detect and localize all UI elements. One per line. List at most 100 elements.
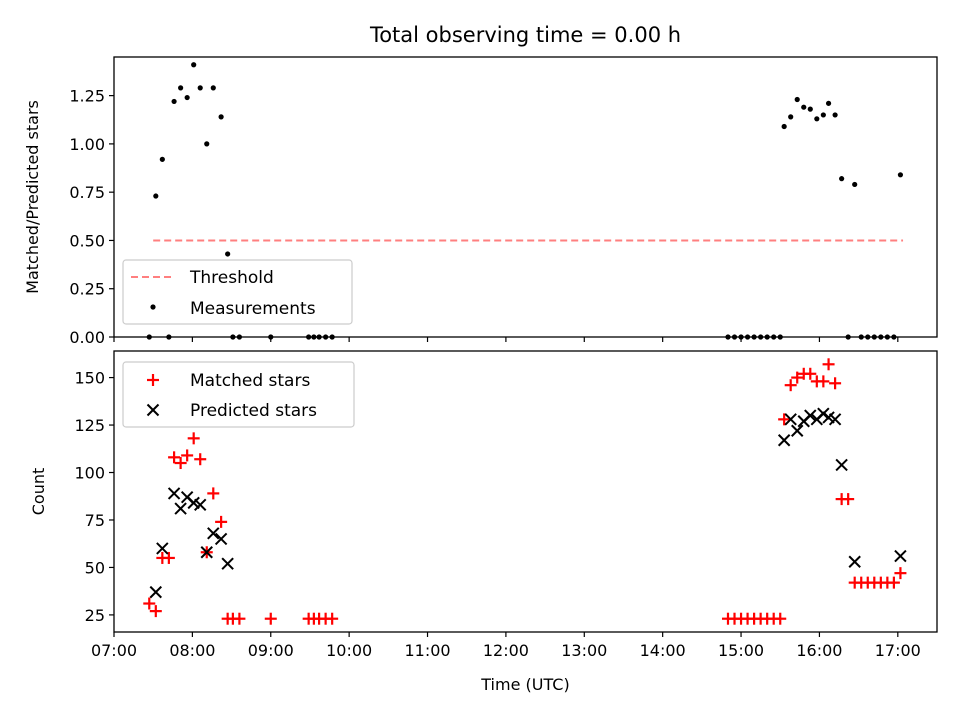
- bottom-x-tick-label: 13:00: [561, 641, 607, 660]
- measurement-point: [204, 141, 210, 147]
- matched-stars-point: [207, 487, 220, 500]
- matched-stars-point: [181, 449, 194, 462]
- bottom-x-tick-label: 12:00: [483, 641, 529, 660]
- measurement-point: [178, 85, 184, 91]
- top-y-axis-label: Matched/Predicted stars: [23, 100, 42, 294]
- predicted-stars-legend-swatch: [146, 403, 160, 417]
- matched-stars-point: [174, 457, 187, 470]
- bottom-x-tick-label: 14:00: [640, 641, 686, 660]
- measurement-point: [794, 96, 800, 103]
- matched-stars-point: [778, 413, 791, 426]
- matched-stars-point: [894, 567, 907, 580]
- matched-stars-point: [774, 612, 787, 625]
- bottom-x-tick-label: 09:00: [248, 641, 294, 660]
- measurement-point: [210, 85, 216, 91]
- measurement-point: [820, 112, 826, 118]
- measurement-point: [191, 62, 197, 68]
- bottom-y-tick-label: 25: [85, 606, 105, 625]
- bottom-x-axis-ticks: 07:00 08:00 09:00 10:00 11:00 12:00 13:00 14:00…: [91, 632, 921, 660]
- predicted-stars-point: [791, 424, 804, 437]
- measurement-point: [159, 156, 165, 162]
- top-y-axis-ticks: 0.00 0.25 0.50 0.75 1.00 1.25: [69, 87, 114, 347]
- matched-stars-point: [887, 576, 900, 589]
- measurement-point: [153, 193, 159, 199]
- top-plot-series: [146, 62, 904, 340]
- matched-stars-point: [791, 371, 804, 384]
- x-axis-label: Time (UTC): [480, 675, 569, 694]
- bottom-x-tick-label: 15:00: [718, 641, 764, 660]
- measurement-point: [218, 114, 224, 120]
- measurement-point: [801, 104, 807, 110]
- matched-stars-point: [149, 605, 162, 618]
- measurement-point: [825, 100, 832, 106]
- predicted-stars-point: [194, 498, 207, 511]
- matched-stars-point: [842, 493, 855, 506]
- bottom-y-tick-label: 50: [85, 558, 105, 577]
- predicted-stars-point: [835, 458, 848, 472]
- top-y-tick-label: 0.00: [69, 328, 105, 347]
- matched-stars-legend-swatch: [147, 374, 159, 386]
- bottom-x-tick-label: 17:00: [875, 641, 921, 660]
- chart-title: Total observing time = 0.00 h: [369, 23, 681, 47]
- top-x-axis-ticks: [113, 337, 899, 342]
- predicted-stars-point: [894, 549, 907, 563]
- matched-stars-point: [822, 358, 835, 371]
- matched-stars-point: [168, 451, 181, 464]
- measurement-point: [807, 106, 813, 112]
- top-y-tick-label: 0.75: [69, 183, 105, 202]
- matched-stars-point: [162, 551, 175, 564]
- top-subplot: 0.00 0.25 0.50 0.75 1.00 1.25 Matched/Predict…: [23, 56, 938, 347]
- measurements-legend-label: Measurements: [190, 299, 316, 319]
- bottom-y-axis-label: Count: [29, 468, 48, 516]
- bottom-x-tick-label: 08:00: [169, 641, 215, 660]
- top-legend-box: [122, 259, 353, 325]
- bottom-y-tick-label: 75: [85, 511, 105, 530]
- matched-stars-point: [829, 377, 842, 390]
- bottom-x-tick-label: 10:00: [326, 641, 372, 660]
- predicted-stars-legend-label: Predicted stars: [190, 401, 317, 421]
- top-legend: Threshold Measurements: [122, 259, 353, 325]
- bottom-y-tick-label: 150: [74, 369, 105, 388]
- predicted-stars-point: [200, 546, 213, 559]
- top-y-tick-label: 0.25: [69, 280, 105, 299]
- matched-stars-point: [187, 432, 200, 445]
- bottom-y-axis-ticks: 25 50 75 100 125 150: [74, 369, 114, 625]
- measurement-point: [184, 94, 190, 101]
- matched-stars-point: [804, 367, 817, 380]
- threshold-legend-label: Threshold: [189, 268, 274, 288]
- measurement-point: [814, 116, 820, 122]
- matched-stars-point: [326, 612, 339, 625]
- measurement-point: [171, 98, 177, 105]
- measurement-point: [832, 112, 838, 118]
- matched-stars-legend-label: Matched stars: [190, 371, 310, 391]
- predicted-stars-point: [848, 555, 861, 568]
- matched-stars-point: [233, 612, 246, 625]
- bottom-plot-frame: [113, 350, 938, 633]
- bottom-x-tick-label: 16:00: [796, 641, 842, 660]
- matched-stars-point: [194, 453, 207, 466]
- predicted-stars-point: [149, 585, 163, 599]
- top-y-tick-label: 1.25: [69, 87, 105, 106]
- predicted-stars-point: [174, 502, 187, 515]
- matched-stars-point: [784, 379, 797, 392]
- measurement-point: [197, 85, 203, 91]
- predicted-stars-point: [167, 487, 181, 500]
- predicted-stars-point: [207, 527, 220, 540]
- bottom-x-tick-label: 11:00: [404, 641, 450, 660]
- bottom-x-tick-label: 07:00: [91, 641, 137, 660]
- predicted-stars-point: [214, 532, 228, 546]
- predicted-stars-point: [828, 413, 842, 426]
- predicted-stars-point: [784, 413, 797, 426]
- bottom-plot-series: [143, 358, 907, 625]
- measurement-point: [781, 123, 787, 130]
- predicted-stars-point: [804, 409, 817, 422]
- plus-marker: [147, 374, 159, 386]
- bottom-y-tick-label: 100: [74, 464, 105, 483]
- measurement-point: [897, 172, 904, 178]
- measurement-point: [852, 181, 858, 188]
- matched-stars-point: [143, 597, 156, 610]
- bottom-subplot: 25 50 75 100 125 150 07:00 08:00 09:00 10:00 11:0…: [29, 350, 938, 694]
- predicted-stars-point: [221, 557, 234, 570]
